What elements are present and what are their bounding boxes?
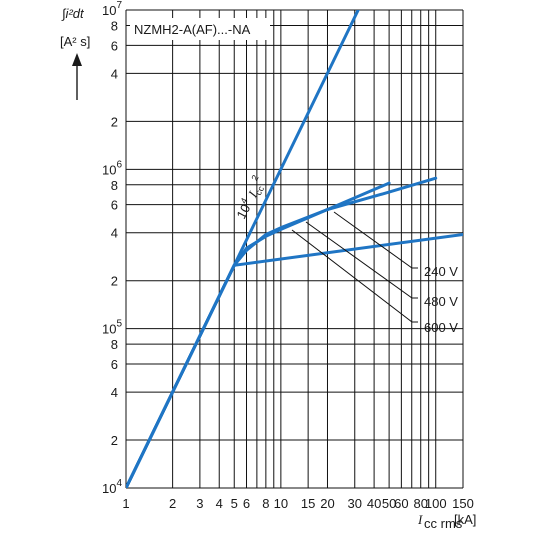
x-tick-label: 30: [348, 496, 362, 511]
x-tick-label: 50: [382, 496, 396, 511]
y-tick-label: 6: [111, 38, 118, 53]
x-axis-label-unit: [kA]: [454, 512, 476, 527]
series-group: [126, 10, 463, 488]
series-label-240v: 240 V: [424, 264, 458, 279]
series-line-600v: [126, 181, 391, 488]
y-tick-label: 2: [111, 274, 118, 289]
x-tick-label: 3: [196, 496, 203, 511]
x-tick-label: 10: [274, 496, 288, 511]
y-tick-label: 2: [111, 114, 118, 129]
svg-text:104Icc2: 104Icc2: [231, 173, 270, 222]
y-tick-label: 4: [111, 66, 118, 81]
x-tick-label: 5: [231, 496, 238, 511]
x-axis-label: I cc rms [kA]: [417, 512, 476, 531]
annotation-base: 10: [233, 202, 253, 222]
x-tick-label: 20: [320, 496, 334, 511]
x-tick-label: 8: [262, 496, 269, 511]
y-axis-unit: [A² s]: [60, 34, 90, 49]
y-tick-label: 4: [111, 226, 118, 241]
x-tick-label: 2: [169, 496, 176, 511]
y-tick-label: 8: [111, 18, 118, 33]
x-tick-label: 100: [425, 496, 447, 511]
y-tick-label: 4: [111, 385, 118, 400]
y-tick-label: 104: [102, 478, 122, 496]
leader-line-600v: [291, 229, 418, 323]
x-tick-label: 150: [452, 496, 474, 511]
x-tick-label: 60: [394, 496, 408, 511]
y-tick-label: 2: [111, 433, 118, 448]
chart-title: NZMH2-A(AF)...-NA: [134, 22, 251, 37]
y-tick-label: 8: [111, 337, 118, 352]
series-annotation-10e4-icc2: 104Icc2: [231, 173, 270, 222]
y-axis-label: ∫i²dt: [61, 6, 85, 21]
leader-line-480v: [305, 221, 418, 299]
series-label-600v: 600 V: [424, 320, 458, 335]
x-tick-label: 4: [216, 496, 223, 511]
leader-line-240v: [333, 211, 418, 269]
x-axis-label-var: I: [417, 512, 423, 527]
annotation-pow: 2: [249, 173, 260, 182]
leader-lines: [291, 211, 418, 323]
x-tick-label: 40: [367, 496, 381, 511]
series-label-480v: 480 V: [424, 294, 458, 309]
x-tick-label: 1: [122, 496, 129, 511]
y-tick-label: 105: [102, 319, 122, 337]
up-arrow-icon: [72, 53, 82, 100]
x-axis-label-sub: cc rms: [424, 516, 463, 531]
x-tick-label: 6: [243, 496, 250, 511]
y-tick-label: 107: [102, 0, 122, 18]
annotation-exp: 4: [238, 196, 249, 205]
title-background: [130, 18, 270, 40]
y-tick-label: 6: [111, 198, 118, 213]
x-tick-label: 15: [301, 496, 315, 511]
series-labels: 240 V 480 V 600 V: [424, 264, 458, 335]
y-tick-label: 106: [102, 159, 122, 177]
y-tick-label: 6: [111, 357, 118, 372]
x-tick-label: 80: [413, 496, 427, 511]
y-tick-label: 8: [111, 178, 118, 193]
